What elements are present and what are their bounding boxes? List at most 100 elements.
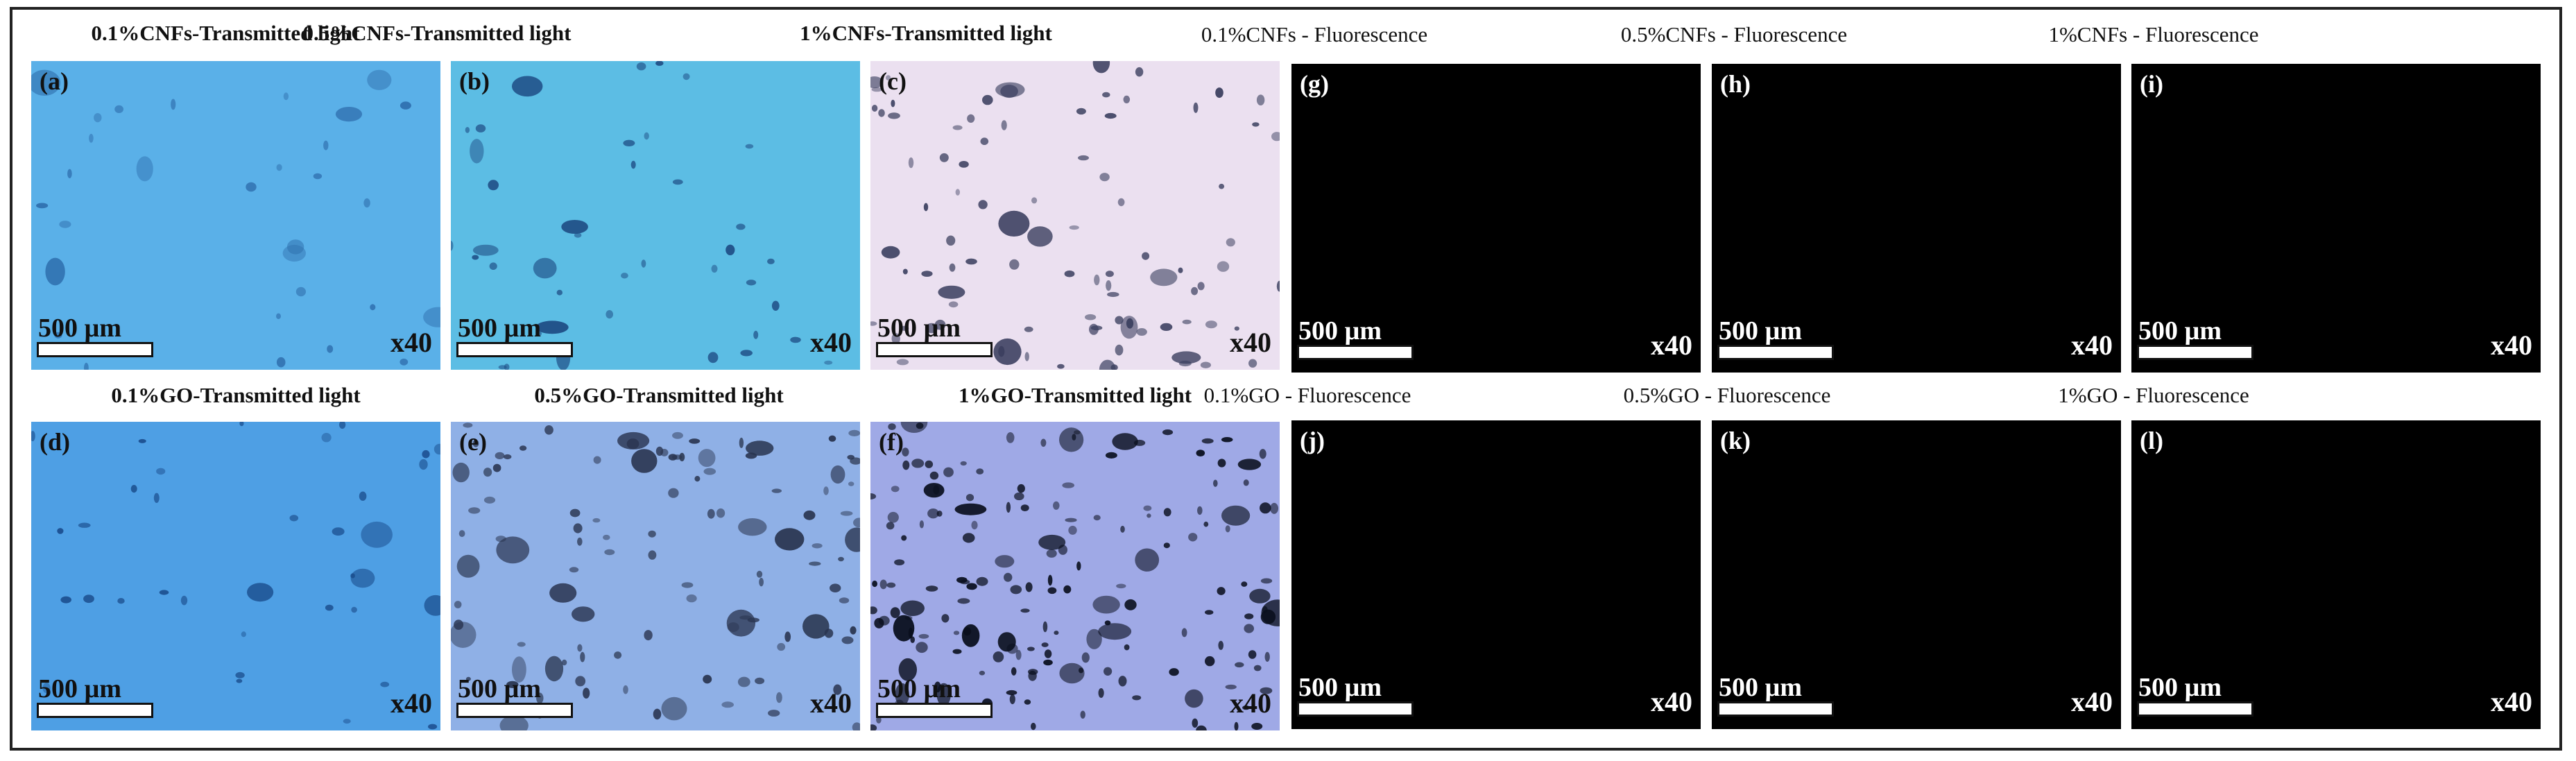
particle [802, 614, 830, 639]
particle [1078, 155, 1089, 161]
particle [641, 259, 646, 268]
particle [870, 724, 877, 730]
particle [1260, 687, 1273, 694]
particle [681, 582, 694, 588]
particle [737, 676, 750, 687]
particle [745, 144, 754, 149]
micrograph-image [870, 61, 1280, 370]
particle [1099, 173, 1110, 182]
particle [549, 583, 577, 603]
particle [660, 449, 669, 456]
particle [888, 112, 900, 119]
particle [428, 724, 438, 730]
particle [452, 462, 470, 483]
particle [1053, 501, 1060, 510]
particle [966, 583, 977, 590]
particle [54, 332, 62, 339]
particle [886, 75, 891, 80]
particle [614, 651, 622, 659]
particle [282, 244, 306, 262]
panel-title-a: 0.1%CNFs-Transmitted light [91, 21, 360, 45]
micrograph-panel-d: (d) 500 µm x40 [31, 422, 440, 730]
particle [67, 169, 72, 178]
particle [925, 323, 938, 334]
particle [1009, 259, 1020, 270]
particle [1213, 479, 1218, 487]
particle [812, 543, 823, 549]
image-background [2131, 420, 2541, 729]
particle [1143, 505, 1152, 511]
scale-bar-label: 500 µm [877, 674, 961, 703]
particle [593, 456, 601, 464]
particle [686, 594, 697, 603]
particle [623, 139, 635, 146]
particle [1015, 649, 1022, 660]
particle [739, 437, 744, 448]
particle [1115, 316, 1124, 325]
particle [1085, 314, 1097, 320]
micrograph-panel-j: (j) 500 µm x40 [1291, 420, 1701, 729]
particle [489, 262, 497, 271]
micrograph-panel-b: (b) 500 µm x40 [451, 61, 860, 370]
micrograph-panel-c: (c) 500 µm x40 [870, 61, 1280, 370]
particle [902, 447, 909, 456]
particle [636, 62, 646, 71]
particle [896, 359, 909, 366]
particle [902, 268, 908, 275]
scale-bar-label: 500 µm [1298, 673, 1382, 702]
micrograph-image [451, 61, 860, 370]
particle [400, 358, 409, 366]
magnification-label: x40 [390, 687, 432, 719]
magnification-label: x40 [1651, 330, 1692, 361]
particle [380, 681, 390, 687]
particle [1271, 132, 1280, 142]
scale-bar-label: 500 µm [38, 674, 122, 703]
particle [911, 459, 925, 468]
particle [870, 606, 877, 615]
particle [753, 330, 759, 339]
image-background [870, 61, 1280, 370]
panel-title-f: 1%GO-Transmitted light [958, 383, 1192, 407]
particle [1196, 725, 1207, 730]
particle [661, 696, 687, 721]
particle [746, 441, 774, 456]
particle [246, 182, 257, 192]
scale-bar [2137, 345, 2253, 360]
particle [325, 604, 334, 611]
particle [824, 629, 834, 638]
particle [465, 127, 470, 133]
particle [1118, 676, 1127, 687]
particle [655, 61, 664, 66]
panel-title-d: 0.1%GO-Transmitted light [111, 383, 361, 407]
panel-title-l: 1%GO - Fluorescence [2058, 383, 2249, 407]
particle [1234, 721, 1239, 730]
particle [623, 685, 628, 694]
scale-bar-label: 500 µm [1719, 316, 1803, 345]
particle [1046, 549, 1057, 558]
micrograph-image [1712, 64, 2121, 373]
particle [468, 507, 481, 514]
particle [1064, 270, 1075, 277]
particle [716, 508, 725, 518]
particle [1205, 320, 1217, 329]
particle [1203, 521, 1209, 527]
particle [472, 255, 479, 260]
particle [78, 522, 91, 528]
particle [153, 493, 160, 503]
particle [1038, 534, 1066, 550]
particle [1044, 649, 1052, 658]
particle [1197, 506, 1203, 515]
particle [1079, 667, 1084, 674]
particle [1217, 261, 1230, 272]
particle [1027, 226, 1053, 247]
particle [235, 672, 245, 678]
particle [1106, 280, 1112, 291]
particle [1251, 723, 1263, 730]
particle [575, 676, 586, 687]
magnification-label: x40 [1230, 687, 1271, 719]
particle [698, 449, 716, 468]
particle [1062, 482, 1074, 488]
particle [980, 137, 989, 145]
particle [1226, 238, 1235, 247]
particle [891, 99, 895, 108]
